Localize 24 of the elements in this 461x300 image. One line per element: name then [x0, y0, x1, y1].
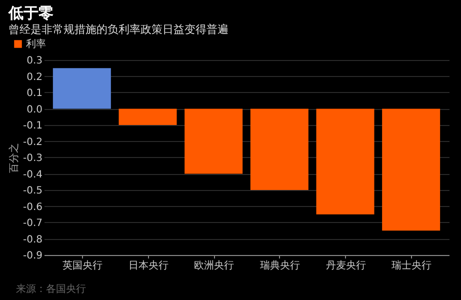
y-tick-label: -0.5	[22, 186, 42, 196]
x-tick-label: 瑞士央行	[392, 260, 432, 272]
y-tick-label: -0.3	[22, 153, 42, 164]
x-tick-label: 日本央行	[128, 260, 168, 272]
source-note: 来源：各国央行	[16, 283, 86, 295]
x-tick-label: 瑞典央行	[260, 260, 300, 272]
y-tick-label: -0.9	[22, 250, 42, 262]
y-tick-label: -0.2	[22, 136, 42, 148]
x-tick-label: 欧洲央行	[194, 260, 234, 272]
legend-label: 利率	[26, 38, 46, 50]
chart-subtitle: 曾经是非常规措施的负利率政策日益变得普遍	[8, 23, 228, 36]
y-tick-label: 0.1	[26, 88, 42, 99]
y-axis-title: 百分之	[8, 143, 20, 173]
y-tick-label: -0.7	[22, 218, 42, 229]
chart-title: 低于零	[7, 4, 54, 22]
y-tick-label: -0.8	[22, 234, 42, 246]
y-tick-label: 0.2	[26, 72, 42, 83]
y-tick-label: -0.4	[22, 169, 42, 180]
y-tick-label: 0.3	[26, 56, 42, 66]
y-tick-label: -0.1	[22, 120, 42, 132]
y-tick-label: 0.0	[26, 104, 42, 116]
y-tick-label: -0.6	[22, 202, 42, 213]
x-tick-label: 丹麦央行	[326, 260, 366, 272]
x-tick-label: 英国央行	[62, 260, 102, 272]
